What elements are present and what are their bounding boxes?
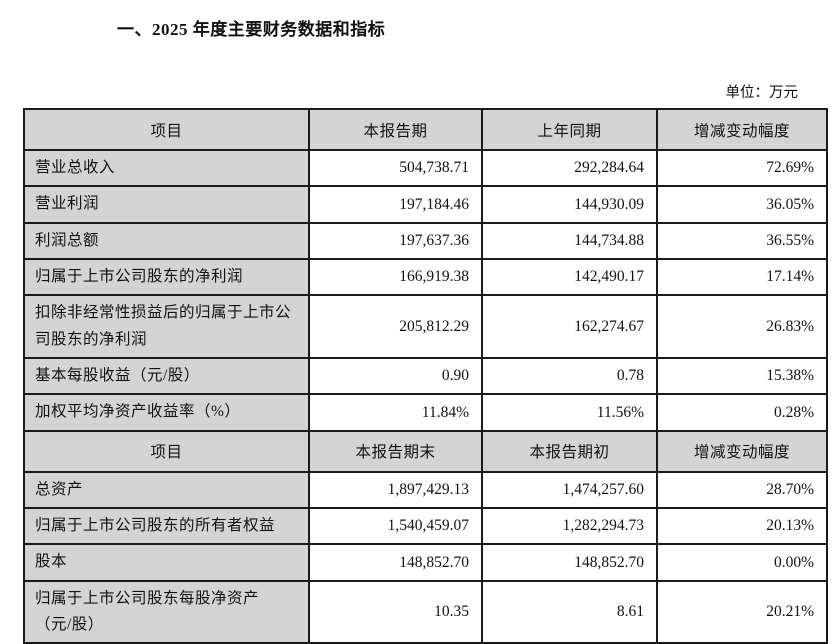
value-current: 504,738.71 bbox=[308, 148, 483, 188]
column-header: 上年同期 bbox=[481, 108, 658, 151]
column-header: 增减变动幅度 bbox=[656, 429, 828, 473]
page-title: 一、2025 年度主要财务数据和指标 bbox=[117, 20, 386, 39]
value-change: 0.28% bbox=[656, 393, 828, 432]
value-prior: 11.56% bbox=[481, 393, 658, 432]
unit-label: 单位：万元 bbox=[725, 85, 799, 101]
value-change: 20.13% bbox=[656, 507, 828, 546]
row-label: 股本 bbox=[23, 543, 310, 582]
value-current: 197,637.36 bbox=[308, 221, 483, 261]
table-row: 基本每股收益（元/股） 0.90 0.78 15.38% bbox=[23, 357, 828, 396]
column-header: 项目 bbox=[23, 429, 310, 473]
row-label: 归属于上市公司股东的净利润 bbox=[23, 258, 310, 297]
value-current: 197,184.46 bbox=[308, 185, 483, 224]
row-label: 扣除非经常性损益后的归属于上市公司股东的净利润 bbox=[23, 294, 310, 360]
value-change: 20.21% bbox=[656, 579, 828, 644]
table-row: 营业总收入 504,738.71 292,284.64 72.69% bbox=[23, 148, 828, 188]
row-label: 营业利润 bbox=[23, 185, 310, 224]
value-prior: 8.61 bbox=[481, 579, 658, 644]
row-label: 归属于上市公司股东的所有者权益 bbox=[23, 507, 310, 546]
column-header: 本报告期初 bbox=[481, 429, 658, 473]
value-prior: 148,852.70 bbox=[481, 543, 658, 582]
value-prior: 144,734.88 bbox=[481, 221, 658, 261]
table-row: 营业利润 197,184.46 144,930.09 36.05% bbox=[23, 185, 828, 224]
column-header: 本报告期 bbox=[308, 108, 483, 151]
row-label: 基本每股收益（元/股） bbox=[23, 357, 310, 396]
table-row: 总资产 1,897,429.13 1,474,257.60 28.70% bbox=[23, 470, 828, 510]
value-prior: 1,282,294.73 bbox=[481, 507, 658, 546]
value-change: 26.83% bbox=[656, 294, 828, 360]
table-row: 加权平均净资产收益率（%） 11.84% 11.56% 0.28% bbox=[23, 393, 828, 432]
value-change: 17.14% bbox=[656, 258, 828, 297]
table-row: 归属于上市公司股东的净利润 166,919.38 142,490.17 17.14% bbox=[23, 258, 828, 297]
row-label: 加权平均净资产收益率（%） bbox=[23, 393, 310, 432]
value-change: 36.05% bbox=[656, 185, 828, 224]
column-header: 本报告期末 bbox=[308, 429, 483, 473]
table-header-row: 项目 本报告期 上年同期 增减变动幅度 bbox=[23, 108, 828, 151]
table-row: 利润总额 197,637.36 144,734.88 36.55% bbox=[23, 221, 828, 261]
value-current: 166,919.38 bbox=[308, 258, 483, 297]
value-prior: 142,490.17 bbox=[481, 258, 658, 297]
value-current: 148,852.70 bbox=[308, 543, 483, 582]
table-row: 扣除非经常性损益后的归属于上市公司股东的净利润 205,812.29 162,274… bbox=[23, 294, 828, 360]
column-header: 增减变动幅度 bbox=[656, 108, 828, 151]
table-row: 股本 148,852.70 148,852.70 0.00% bbox=[23, 543, 828, 582]
row-label: 利润总额 bbox=[23, 221, 310, 261]
table-row: 归属于上市公司股东每股净资产（元/股） 10.35 8.61 20.21% bbox=[23, 579, 828, 644]
row-label: 总资产 bbox=[23, 470, 310, 510]
value-change: 15.38% bbox=[656, 357, 828, 396]
value-current: 11.84% bbox=[308, 393, 483, 432]
column-header: 项目 bbox=[23, 108, 310, 151]
value-current: 0.90 bbox=[308, 357, 483, 396]
value-current: 1,540,459.07 bbox=[308, 507, 483, 546]
table-header-row: 项目 本报告期末 本报告期初 增减变动幅度 bbox=[23, 429, 828, 473]
value-prior: 144,930.09 bbox=[481, 185, 658, 224]
value-prior: 1,474,257.60 bbox=[481, 470, 658, 510]
value-current: 10.35 bbox=[308, 579, 483, 644]
row-label: 归属于上市公司股东每股净资产（元/股） bbox=[23, 579, 310, 644]
value-change: 72.69% bbox=[656, 148, 828, 188]
value-prior: 292,284.64 bbox=[481, 148, 658, 188]
value-current: 1,897,429.13 bbox=[308, 470, 483, 510]
financial-table-body: 项目 本报告期 上年同期 增减变动幅度 营业总收入 504,738.71 292,284.6… bbox=[23, 108, 828, 644]
value-prior: 162,274.67 bbox=[481, 294, 658, 360]
financial-table: 项目 本报告期 上年同期 增减变动幅度 营业总收入 504,738.71 292,284.6… bbox=[23, 108, 828, 644]
value-change: 0.00% bbox=[656, 543, 828, 582]
value-change: 36.55% bbox=[656, 221, 828, 261]
report-page: 一、2025 年度主要财务数据和指标 单位：万元 项目 本报告期 上年同期 增减变动幅… bbox=[0, 15, 834, 644]
value-change: 28.70% bbox=[656, 470, 828, 510]
value-current: 205,812.29 bbox=[308, 294, 483, 360]
row-label: 营业总收入 bbox=[23, 148, 310, 188]
value-prior: 0.78 bbox=[481, 357, 658, 396]
table-row: 归属于上市公司股东的所有者权益 1,540,459.07 1,282,294.73 2… bbox=[23, 507, 828, 546]
